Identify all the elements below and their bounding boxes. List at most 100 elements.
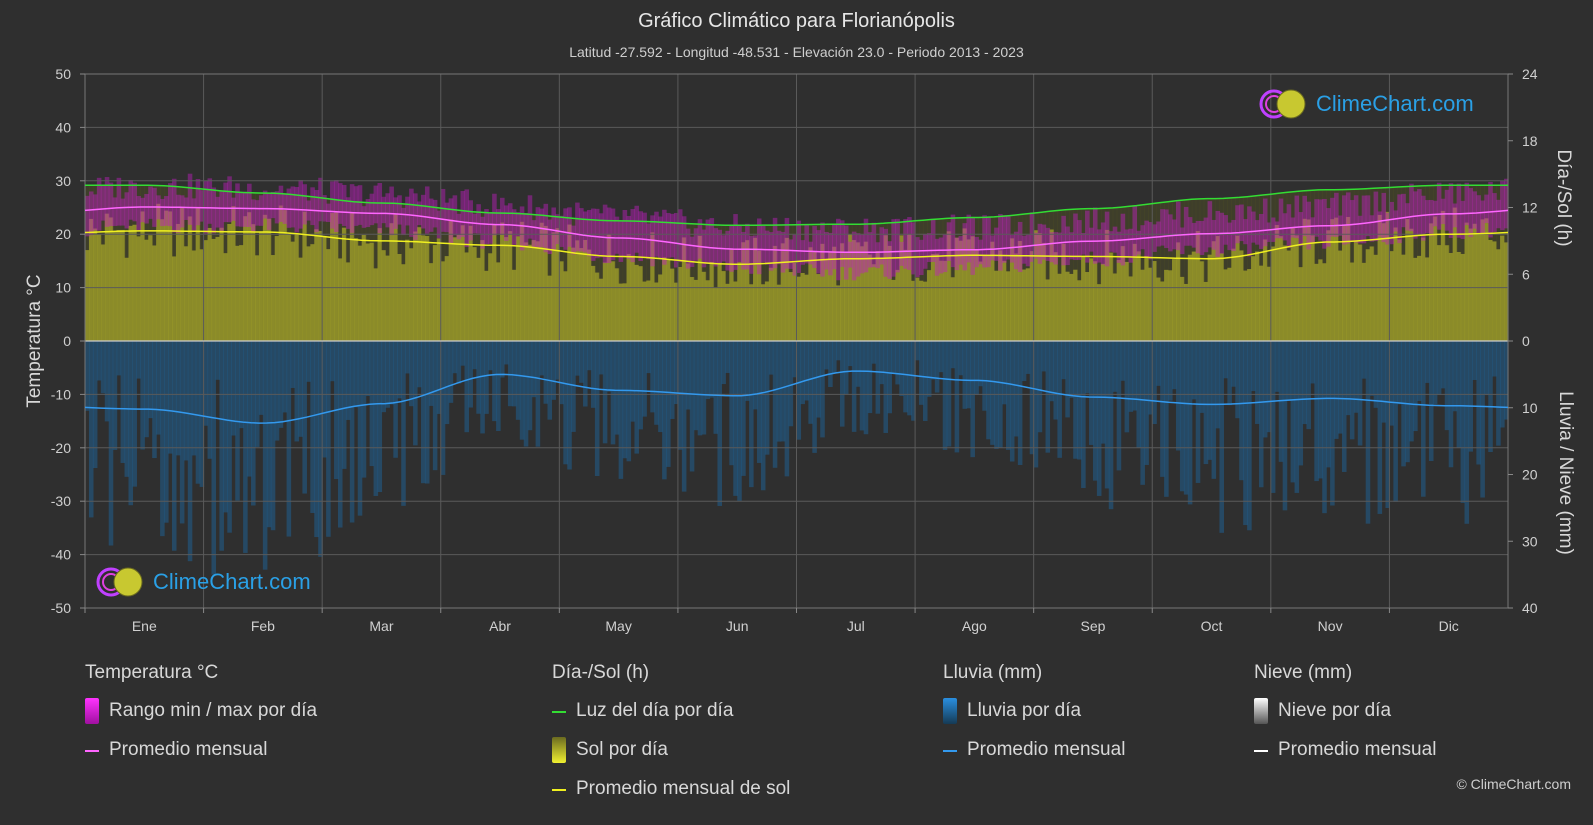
sun-bar [1464, 222, 1470, 341]
sun-bar [879, 257, 885, 341]
sun-bar [685, 263, 691, 341]
sun-bar [863, 241, 869, 341]
sun-bar [697, 235, 703, 341]
sun-bar [1053, 252, 1058, 341]
legend-label: Rango min / max por día [109, 700, 318, 721]
rain-bar [1464, 341, 1470, 524]
sun-bar [642, 281, 647, 341]
rain-bar [191, 341, 197, 456]
rain-bar [1152, 341, 1157, 424]
sun-bar [1183, 283, 1189, 341]
sun-bar [1033, 230, 1039, 341]
rain-avg-swatch [943, 750, 957, 752]
temp-range-bar [527, 195, 533, 239]
rain-bar [345, 341, 351, 420]
temp-range-bar [1428, 199, 1434, 237]
temp-range-bar [887, 241, 892, 279]
sun-bar [211, 238, 217, 341]
temp-range-bar [666, 213, 671, 258]
sun-bar [239, 245, 244, 341]
temp-range-bar [1191, 222, 1197, 248]
temp-range-bar [1421, 195, 1426, 241]
sun-bar [658, 274, 663, 341]
rain-bar [587, 341, 592, 371]
sun-bar [539, 222, 545, 341]
left-tick-label: 50 [55, 66, 71, 82]
sun-bar [950, 277, 956, 341]
temp-range-bar [1448, 183, 1454, 238]
rain-bar [590, 341, 596, 408]
temp-range-bar [824, 231, 829, 270]
sun-bar [1124, 261, 1130, 341]
temp-range-bar [583, 211, 588, 253]
temp-range-bar [1302, 195, 1308, 237]
temp-range-bar [1065, 226, 1070, 266]
sun-bar [219, 227, 224, 341]
rain-bar [745, 341, 750, 401]
sun-bar [128, 225, 134, 341]
rain-bar [519, 341, 525, 440]
temp-range-bar [381, 196, 387, 224]
temp-range-bar [1345, 192, 1351, 244]
temp-range-bar [1112, 226, 1118, 253]
rain-bar [602, 341, 608, 444]
temp-range-bar [171, 178, 177, 233]
temp-range-bar [1318, 199, 1323, 241]
rain-bar [598, 341, 604, 375]
temp-range-bar [598, 213, 604, 258]
temp-range-bar [820, 222, 825, 277]
sun-bar [444, 256, 450, 341]
rain-bar [171, 341, 177, 551]
rain-bar [555, 341, 560, 380]
x-tick-label: Sep [1080, 618, 1105, 634]
rain-bar [148, 341, 153, 419]
sun-bar [650, 232, 655, 341]
temp-range-bar [1274, 221, 1280, 239]
temp-range-bar [753, 235, 758, 266]
rain-bar [1460, 341, 1466, 503]
sun-bar [836, 285, 841, 341]
sun-bar [420, 235, 426, 341]
sun-bar [780, 243, 786, 341]
sun-bar [1247, 269, 1252, 341]
left-tick-label: 0 [63, 333, 71, 349]
rain-bar [776, 341, 782, 442]
rain-bar [444, 341, 450, 425]
sun-bar [262, 214, 268, 341]
sun-bar [1002, 260, 1007, 341]
rain-bar [1424, 341, 1430, 383]
sun-bar [472, 247, 477, 341]
sun-bar [405, 239, 410, 341]
sun-bar [1041, 242, 1047, 341]
temp-range-bar [594, 208, 600, 259]
legend-snow: Nieve (mm) Nieve por día Promedio mensua… [1254, 662, 1436, 778]
rain-bar [594, 341, 600, 477]
sun-bar [1195, 231, 1201, 341]
rain-bar [278, 341, 284, 428]
rain-bar [168, 341, 173, 454]
sun-bar [614, 268, 620, 341]
rain-bar [1081, 341, 1086, 488]
temp-range-bar [1413, 191, 1418, 239]
temp-range-bar [1310, 217, 1315, 244]
rain-bar [1025, 341, 1031, 374]
temp-range-bar [725, 230, 730, 271]
sun-bar [389, 223, 394, 341]
rain-bar [1365, 341, 1371, 524]
sun-bar [310, 244, 315, 341]
temp-range-bar [942, 234, 948, 273]
left-tick-label: -50 [51, 600, 71, 616]
sun-bar [903, 249, 908, 341]
right-tick-label-sun: 24 [1522, 66, 1538, 82]
rain-bar [1294, 341, 1300, 493]
temp-range-bar [369, 193, 375, 226]
rain-bar [1199, 341, 1205, 413]
temp-range-bar [385, 193, 390, 228]
temp-range-bar [116, 177, 122, 226]
rain-bar [448, 341, 454, 403]
rain-bar [223, 341, 228, 513]
sun-bar [1132, 243, 1138, 341]
rain-bar [717, 341, 722, 506]
rain-bar [563, 341, 568, 465]
daylight-bar [654, 221, 659, 341]
